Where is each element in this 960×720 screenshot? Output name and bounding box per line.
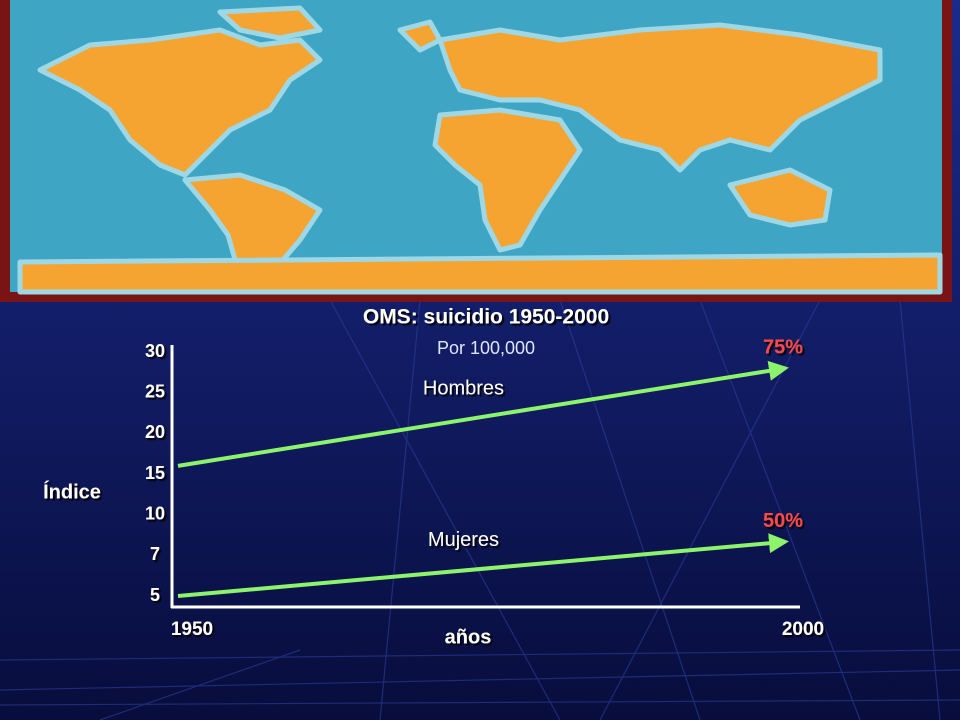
y-tick-label: 5 (150, 585, 160, 605)
y-tick-label: 30 (145, 341, 165, 361)
x-axis-label: años (445, 626, 492, 648)
series-label: Mujeres (428, 529, 499, 551)
y-tick-label: 10 (145, 503, 165, 523)
series-line (177, 360, 789, 468)
y-axis-label: Índice (43, 480, 101, 503)
y-tick-label: 7 (150, 544, 160, 564)
chart-title: OMS: suicidio 1950-2000 (363, 306, 609, 329)
change-annotation: 75% (763, 337, 803, 359)
x-tick-label: 2000 (782, 619, 824, 640)
world-map (0, 0, 952, 302)
y-tick-label: 15 (145, 463, 165, 483)
x-tick-label: 1950 (171, 619, 213, 640)
y-tick-label: 20 (145, 422, 165, 442)
chart-subtitle: Por 100,000 (437, 338, 535, 358)
decor-lines (0, 299, 960, 720)
series-label: Hombres (423, 377, 504, 399)
series-line (177, 533, 789, 598)
y-tick-label: 25 (145, 381, 165, 401)
change-annotation: 50% (763, 510, 803, 532)
